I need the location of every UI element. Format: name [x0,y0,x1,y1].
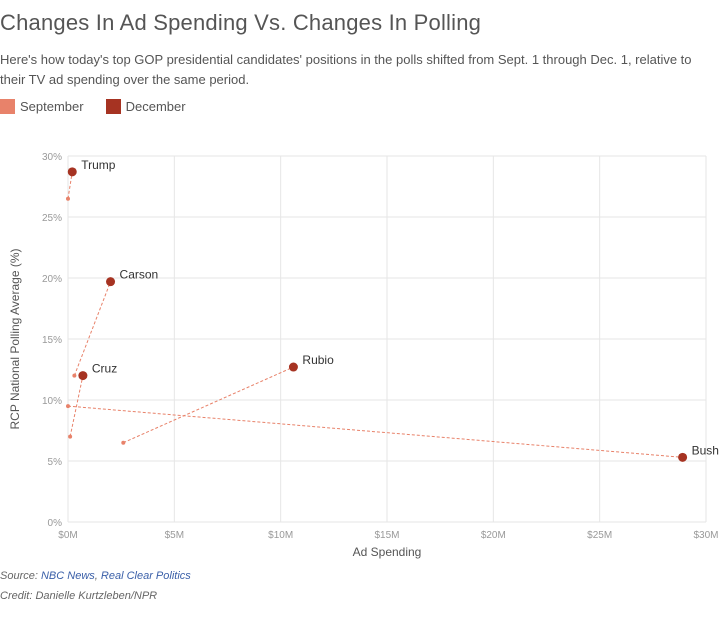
september-point-carson [72,373,77,378]
source-separator: , [94,570,101,582]
connector-line-trump [67,171,73,199]
y-tick-label: 0% [48,518,63,529]
y-tick-label: 25% [42,213,62,224]
source-line: Source: NBC News, Real Clear Politics [0,570,191,582]
chart-title: Changes In Ad Spending Vs. Changes In Po… [0,10,482,35]
december-swatch [105,99,121,114]
y-tick-label: 10% [42,396,62,407]
connector-line-bush [67,405,683,458]
scatter-chart: 0% 5% 10% 15% 20% 25% 30% $0M $5M $10M $15M $20M $25… [8,152,719,559]
legend-item-december: December [105,99,186,114]
x-tick-label: $15M [374,530,399,541]
y-tick-label: 20% [42,274,62,285]
chart-subtitle: Here's how today's top GOP presidential … [0,52,692,87]
september-swatch [0,99,15,114]
credit-line: Credit: Danielle Kurtzleben/NPR [0,590,158,602]
y-tick-label: 5% [48,457,63,468]
x-tick-label: $5M [165,530,184,541]
x-tick-label: $10M [268,530,293,541]
connector-line-cruz [69,375,84,437]
x-axis-label: Ad Spending [353,545,422,559]
december-point-rubio [288,362,298,372]
point-label-bush: Bush [692,443,719,457]
september-point-bush [66,404,70,409]
point-label-rubio: Rubio [302,353,334,367]
connector-line-rubio [123,366,294,444]
legend-item-september: September [0,99,84,114]
x-tick-label: $20M [481,530,506,541]
source-link-nbc-news[interactable]: NBC News [40,570,95,582]
legend-label-september: September [20,99,84,114]
connector-line-carson [73,281,111,376]
september-point-cruz [68,434,73,439]
source-label: Source: [0,570,38,582]
y-axis-label: RCP National Polling Average (%) [8,249,22,430]
y-tick-label: 30% [42,152,62,163]
december-point-cruz [78,371,88,381]
september-point-rubio [121,440,126,445]
legend-label-december: December [125,99,186,114]
legend: September December [0,99,208,114]
point-label-trump: Trump [81,158,116,172]
x-tick-label: $25M [587,530,612,541]
december-point-trump [67,167,77,177]
september-point-trump [66,196,70,201]
point-label-carson: Carson [120,268,159,282]
december-point-bush [678,452,688,462]
point-label-cruz: Cruz [92,362,117,376]
december-point-carson [106,277,116,287]
x-tick-label: $30M [693,530,718,541]
x-tick-label: $0M [58,530,77,541]
source-link-real-clear-politics[interactable]: Real Clear Politics [100,570,191,582]
y-tick-label: 15% [42,335,62,346]
